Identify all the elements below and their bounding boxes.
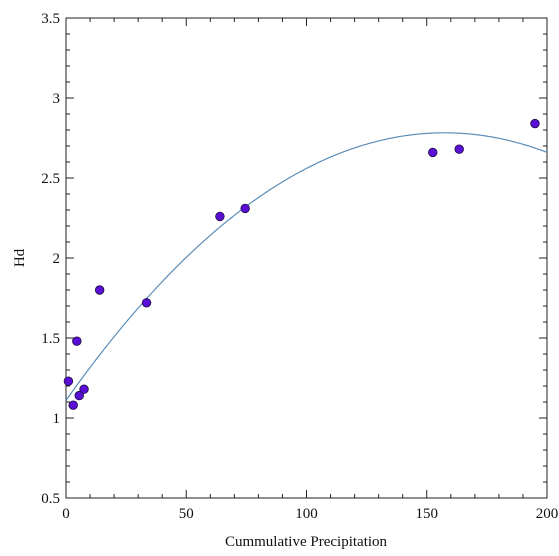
y-tick-label: 3.5 xyxy=(41,11,60,27)
y-tick-label: 3 xyxy=(53,91,61,107)
fit-curve-layer xyxy=(65,132,548,401)
data-point xyxy=(79,384,89,394)
x-tick-label: 150 xyxy=(416,506,439,522)
data-point xyxy=(63,376,74,386)
data-point xyxy=(428,147,438,158)
data-point xyxy=(215,211,225,222)
data-point xyxy=(74,390,84,401)
data-points-layer xyxy=(63,118,540,410)
x-tick-label: 50 xyxy=(179,506,194,522)
x-tick-label: 200 xyxy=(536,506,559,522)
data-point xyxy=(68,400,78,410)
data-point xyxy=(530,118,540,129)
x-tick-label: 100 xyxy=(295,506,318,522)
data-point xyxy=(141,298,152,308)
x-axis-label: Cummulative Precipitation xyxy=(225,534,388,550)
y-tick-label: 1 xyxy=(53,411,61,427)
fit-curve xyxy=(65,132,548,401)
x-axis: 0 50 100 150 200 xyxy=(62,18,558,522)
y-tick-label: 1.5 xyxy=(41,331,60,347)
y-tick-label: 2 xyxy=(53,251,61,267)
data-point xyxy=(72,336,82,346)
y-axis: 0.5 1 1.5 2 2.5 3 3.5 xyxy=(41,11,547,507)
plot-area-frame xyxy=(65,17,548,499)
y-tick-label: 0.5 xyxy=(41,491,60,507)
y-axis-label: Hd xyxy=(12,248,28,267)
data-point xyxy=(94,285,105,295)
x-tick-label: 0 xyxy=(62,506,70,522)
y-tick-label: 2.5 xyxy=(41,171,60,187)
data-point xyxy=(240,203,250,214)
data-point xyxy=(454,144,464,154)
